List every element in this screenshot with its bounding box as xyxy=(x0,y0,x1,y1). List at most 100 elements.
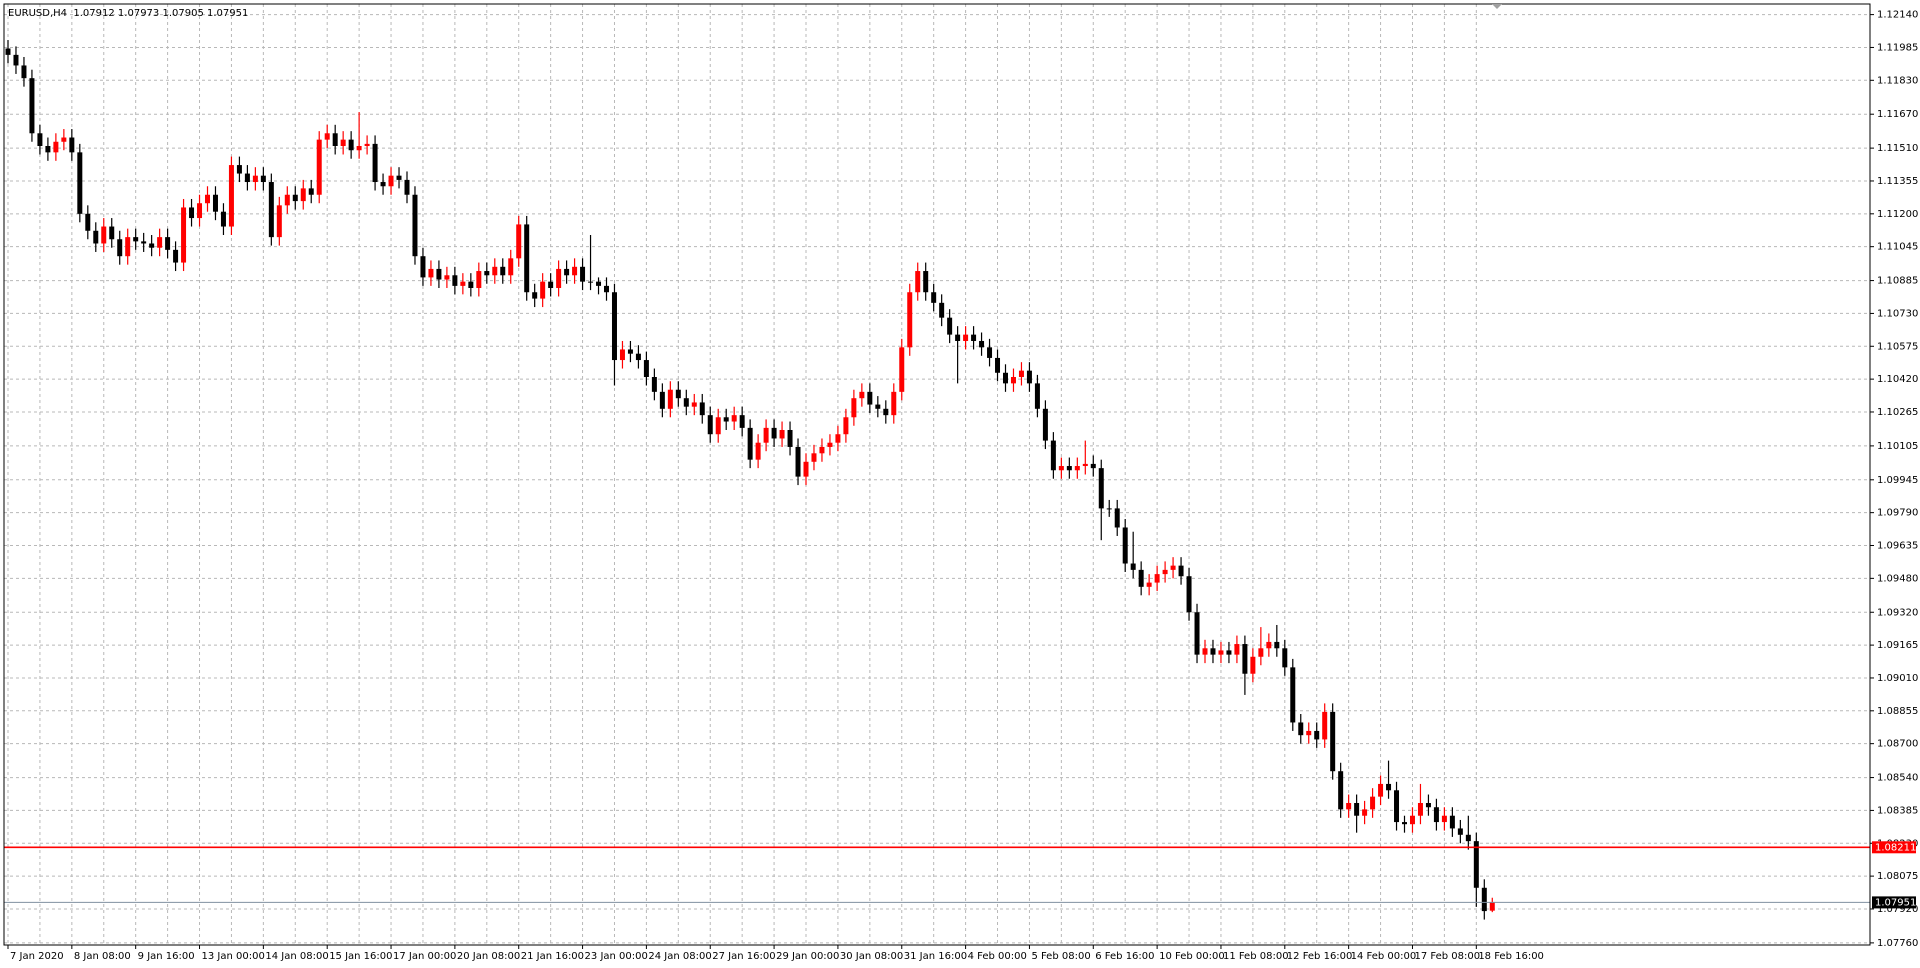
candle-body xyxy=(1242,644,1248,674)
y-tick-label: 1.09945 xyxy=(1877,475,1918,486)
symbol: EURUSD,H4 xyxy=(8,8,67,19)
candle-body xyxy=(1090,463,1096,469)
candle-body xyxy=(197,203,203,219)
candle-body xyxy=(619,349,625,361)
candle-body xyxy=(795,446,801,477)
candle-body xyxy=(1226,650,1232,655)
candle-body xyxy=(460,281,466,286)
y-tick-label: 1.11510 xyxy=(1877,143,1918,154)
candle-body xyxy=(963,334,969,341)
candle-body xyxy=(1362,809,1368,816)
open-value: 1.07912 xyxy=(73,8,114,19)
candle-body xyxy=(69,137,75,153)
x-tick-label: 10 Feb 00:00 xyxy=(1159,951,1225,962)
candle-body xyxy=(1003,372,1008,384)
y-tick-label: 1.09010 xyxy=(1877,673,1918,684)
candle-body xyxy=(109,226,115,240)
candle-body xyxy=(1146,582,1152,587)
candle-body xyxy=(1210,648,1216,655)
candle-body xyxy=(580,266,586,282)
low-value: 1.07905 xyxy=(162,8,203,19)
candle-body xyxy=(276,205,282,238)
candle-body xyxy=(316,139,322,195)
x-tick-label: 12 Feb 16:00 xyxy=(1287,951,1353,962)
candle-body xyxy=(1234,644,1240,655)
candle-body xyxy=(244,173,250,183)
y-tick-label: 1.11045 xyxy=(1877,242,1918,253)
candle-body xyxy=(588,281,594,283)
candle-body xyxy=(1178,565,1184,577)
candle-body xyxy=(436,268,442,280)
candle-body xyxy=(420,256,426,278)
candle-body xyxy=(340,139,346,146)
candle-body xyxy=(1010,377,1016,384)
candle-body xyxy=(412,194,418,257)
candle-body xyxy=(117,239,123,257)
candle-body xyxy=(915,271,921,293)
candle-body xyxy=(308,188,314,195)
candle-body xyxy=(596,281,602,286)
candle-body xyxy=(1433,807,1439,823)
y-tick-label: 1.11670 xyxy=(1877,109,1918,120)
x-tick-label: 18 Feb 16:00 xyxy=(1478,951,1544,962)
x-tick-label: 8 Jan 08:00 xyxy=(74,951,131,962)
candle-body xyxy=(691,402,697,407)
candle-body xyxy=(699,402,705,416)
candle-body xyxy=(1194,612,1200,655)
candle-body xyxy=(516,224,522,259)
y-tick-label: 1.10105 xyxy=(1877,441,1918,452)
candle-body xyxy=(548,281,554,288)
candle-body xyxy=(1098,468,1104,509)
candle-body xyxy=(643,360,649,378)
candle-body xyxy=(252,175,258,183)
candle-body xyxy=(181,207,187,263)
candle-body xyxy=(1457,828,1463,835)
candle-body xyxy=(1162,569,1168,575)
x-tick-label: 23 Jan 00:00 xyxy=(585,951,648,962)
x-tick-label: 31 Jan 16:00 xyxy=(904,951,967,962)
x-tick-label: 13 Jan 00:00 xyxy=(202,951,265,962)
candle-body xyxy=(564,268,570,276)
candle-body xyxy=(300,188,306,202)
x-tick-label: 6 Feb 16:00 xyxy=(1095,951,1154,962)
candle-body xyxy=(508,258,514,276)
x-tick-label: 17 Jan 00:00 xyxy=(393,951,456,962)
candle-body xyxy=(500,266,506,276)
candle-body xyxy=(851,398,857,418)
candle-body xyxy=(380,182,386,187)
y-tick-label: 1.11200 xyxy=(1877,209,1918,220)
candle-body xyxy=(907,292,913,348)
x-tick-label: 4 Feb 00:00 xyxy=(968,951,1027,962)
candle-body xyxy=(763,427,769,443)
candle-body xyxy=(165,237,171,250)
candle-body xyxy=(324,133,330,140)
candle-body xyxy=(1370,796,1376,810)
candle-body xyxy=(1122,527,1128,564)
plot-frame xyxy=(3,3,1871,946)
candle-body xyxy=(13,54,19,66)
candle-body xyxy=(843,417,849,435)
candle-body xyxy=(1386,783,1392,791)
high-value: 1.07973 xyxy=(118,8,159,19)
candle-body xyxy=(779,429,785,439)
candle-body xyxy=(1330,711,1336,772)
candle-body xyxy=(955,334,961,341)
candle-body xyxy=(332,133,338,146)
candle-body xyxy=(923,271,929,293)
candle-body xyxy=(899,347,905,392)
candle-body xyxy=(1417,803,1423,816)
y-tick-label: 1.09480 xyxy=(1877,573,1918,584)
axes: 1.12140 1.11985 1.11830 1.11670 1.11510 1.113… xyxy=(7,10,1918,962)
candle-body xyxy=(228,165,234,227)
x-tick-label: 21 Jan 16:00 xyxy=(521,951,584,962)
candle-body xyxy=(1274,641,1280,649)
x-tick-label: 15 Jan 16:00 xyxy=(329,951,392,962)
candle-body xyxy=(85,213,91,231)
candle-body xyxy=(540,281,546,299)
candle-body xyxy=(1250,656,1256,674)
candle-body xyxy=(372,143,378,183)
candle-body xyxy=(212,194,218,212)
candle-body xyxy=(947,317,953,335)
candle-body xyxy=(173,249,179,263)
candle-body xyxy=(715,417,721,435)
